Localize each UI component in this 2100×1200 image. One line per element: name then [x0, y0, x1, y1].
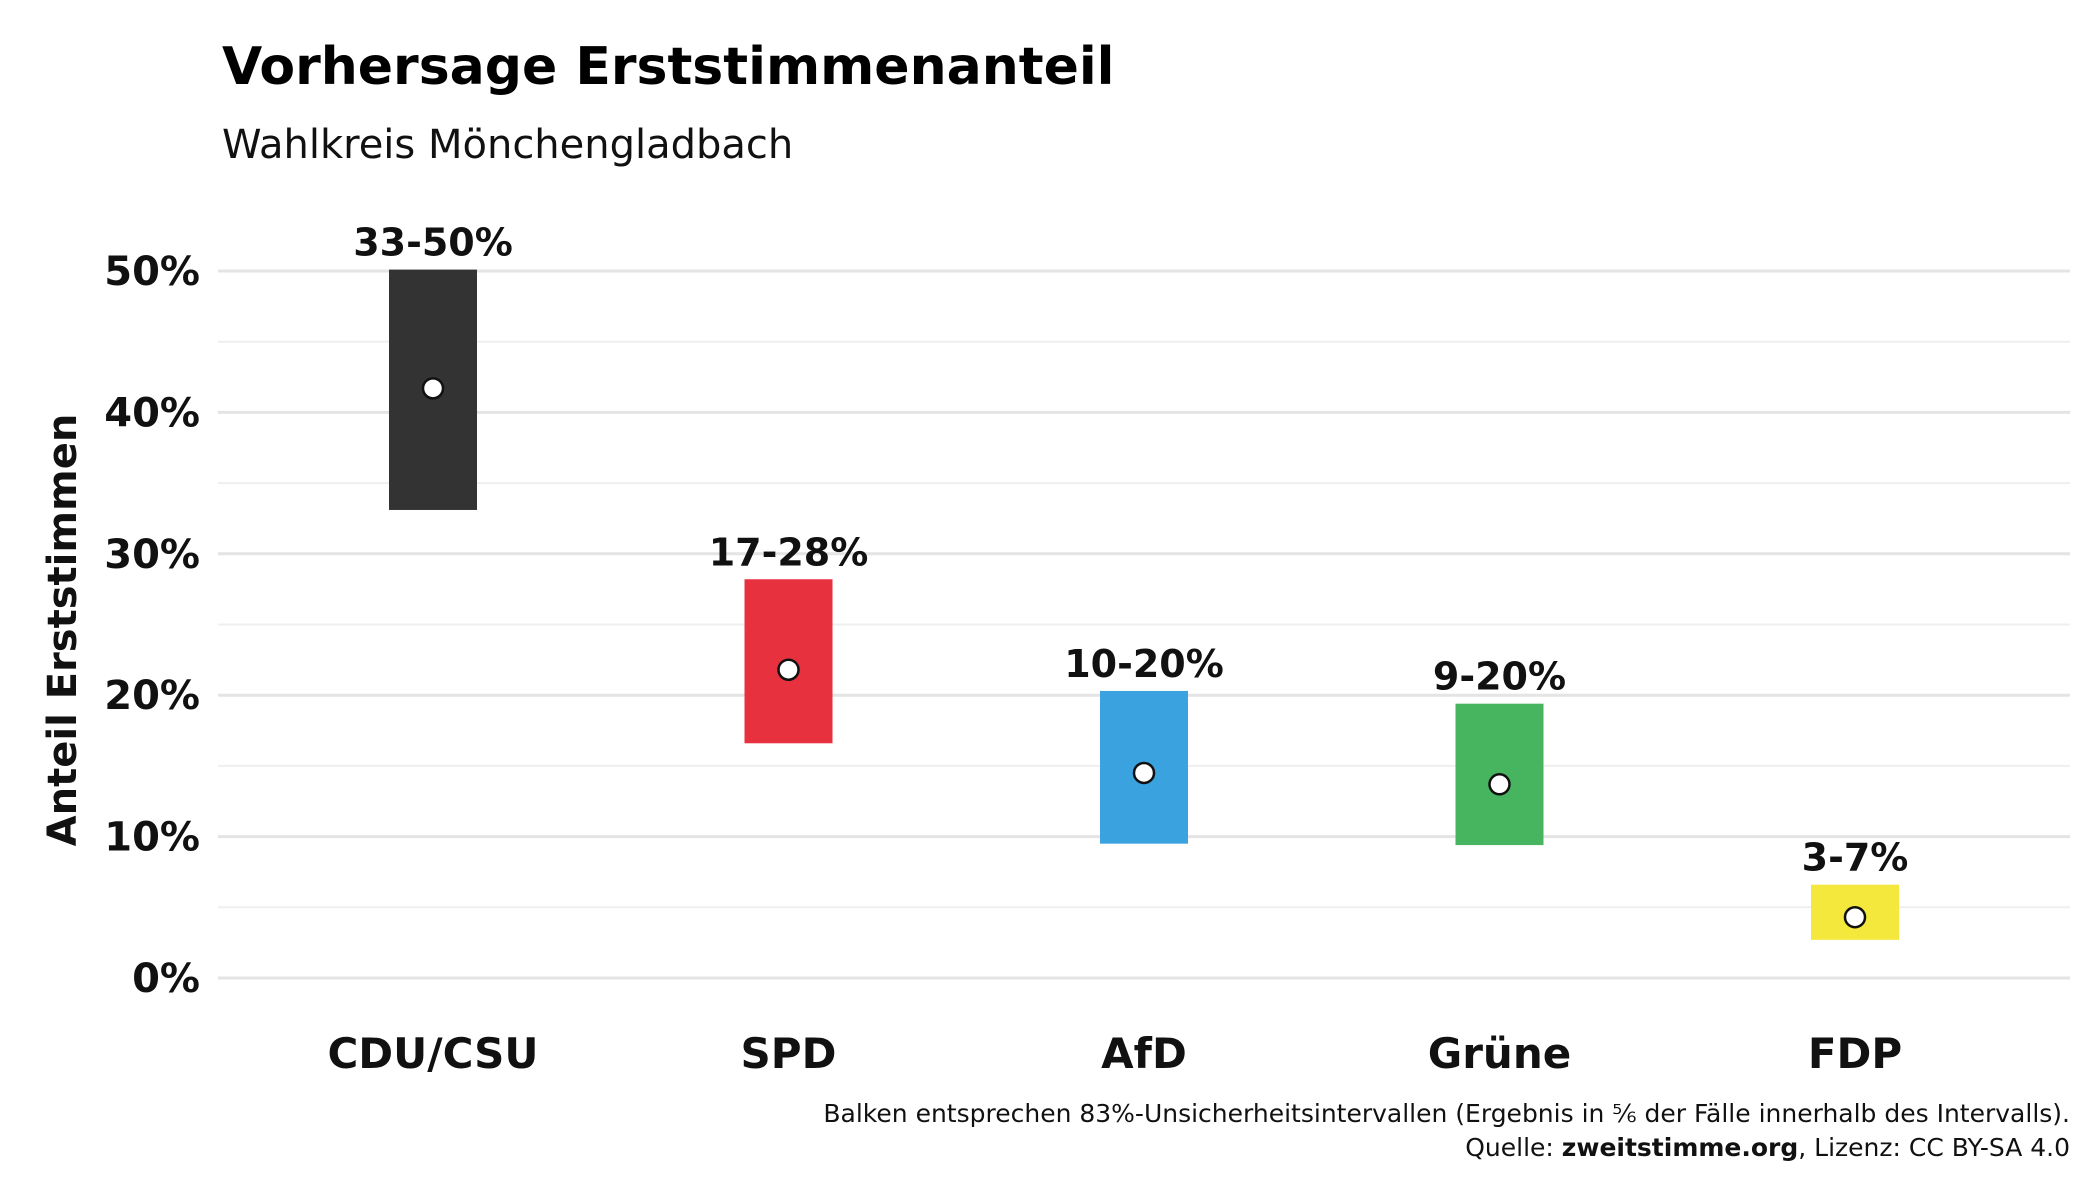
caption-note: Balken entsprechen 83%-Unsicherheitsinte…	[823, 1099, 2070, 1128]
category-label: AfD	[1101, 1029, 1187, 1078]
y-tick-label: 30%	[104, 532, 200, 578]
caption-source-license: , Lizenz: CC BY-SA 4.0	[1798, 1133, 2070, 1162]
category-label: CDU/CSU	[327, 1029, 538, 1078]
y-tick-label: 50%	[104, 249, 200, 295]
range-label: 9-20%	[1433, 655, 1566, 699]
y-tick-label: 20%	[104, 673, 200, 719]
median-point	[1843, 905, 1867, 929]
y-axis-ticks: 0% 10% 20% 30% 40% 50%	[104, 249, 200, 1002]
y-tick-label: 10%	[104, 815, 200, 861]
category-label: Grüne	[1428, 1029, 1571, 1078]
category-label: SPD	[741, 1029, 837, 1078]
median-point	[421, 377, 445, 400]
y-tick-label: 0%	[132, 956, 200, 1002]
grid-lines	[218, 269, 2070, 980]
category-label: FDP	[1808, 1029, 1902, 1078]
range-label: 17-28%	[709, 530, 869, 574]
chart-title: Vorhersage Erststimmenanteil	[222, 37, 1114, 97]
chart-subtitle: Wahlkreis Mönchengladbach	[222, 122, 793, 168]
y-axis-label: Anteil Erststimmen	[40, 414, 86, 847]
range-labels: 33-50% 17-28% 10-20% 9-20% 3-7%	[353, 221, 1908, 880]
range-label: 10-20%	[1064, 642, 1224, 686]
y-tick-label: 40%	[104, 390, 200, 436]
median-points	[421, 377, 1867, 929]
median-point	[1132, 761, 1156, 785]
range-label: 3-7%	[1802, 836, 1909, 880]
caption-source-link: zweitstimme.org	[1562, 1133, 1798, 1162]
median-point	[777, 658, 800, 681]
x-axis-categories: CDU/CSU SPD AfD Grüne FDP	[327, 1029, 1902, 1078]
range-bars	[389, 269, 1899, 940]
caption-source-prefix: Quelle:	[1465, 1133, 1562, 1162]
caption-source: Quelle: zweitstimme.org, Lizenz: CC BY-S…	[1465, 1133, 2070, 1162]
median-point	[1488, 773, 1511, 796]
range-label: 33-50%	[353, 221, 513, 265]
